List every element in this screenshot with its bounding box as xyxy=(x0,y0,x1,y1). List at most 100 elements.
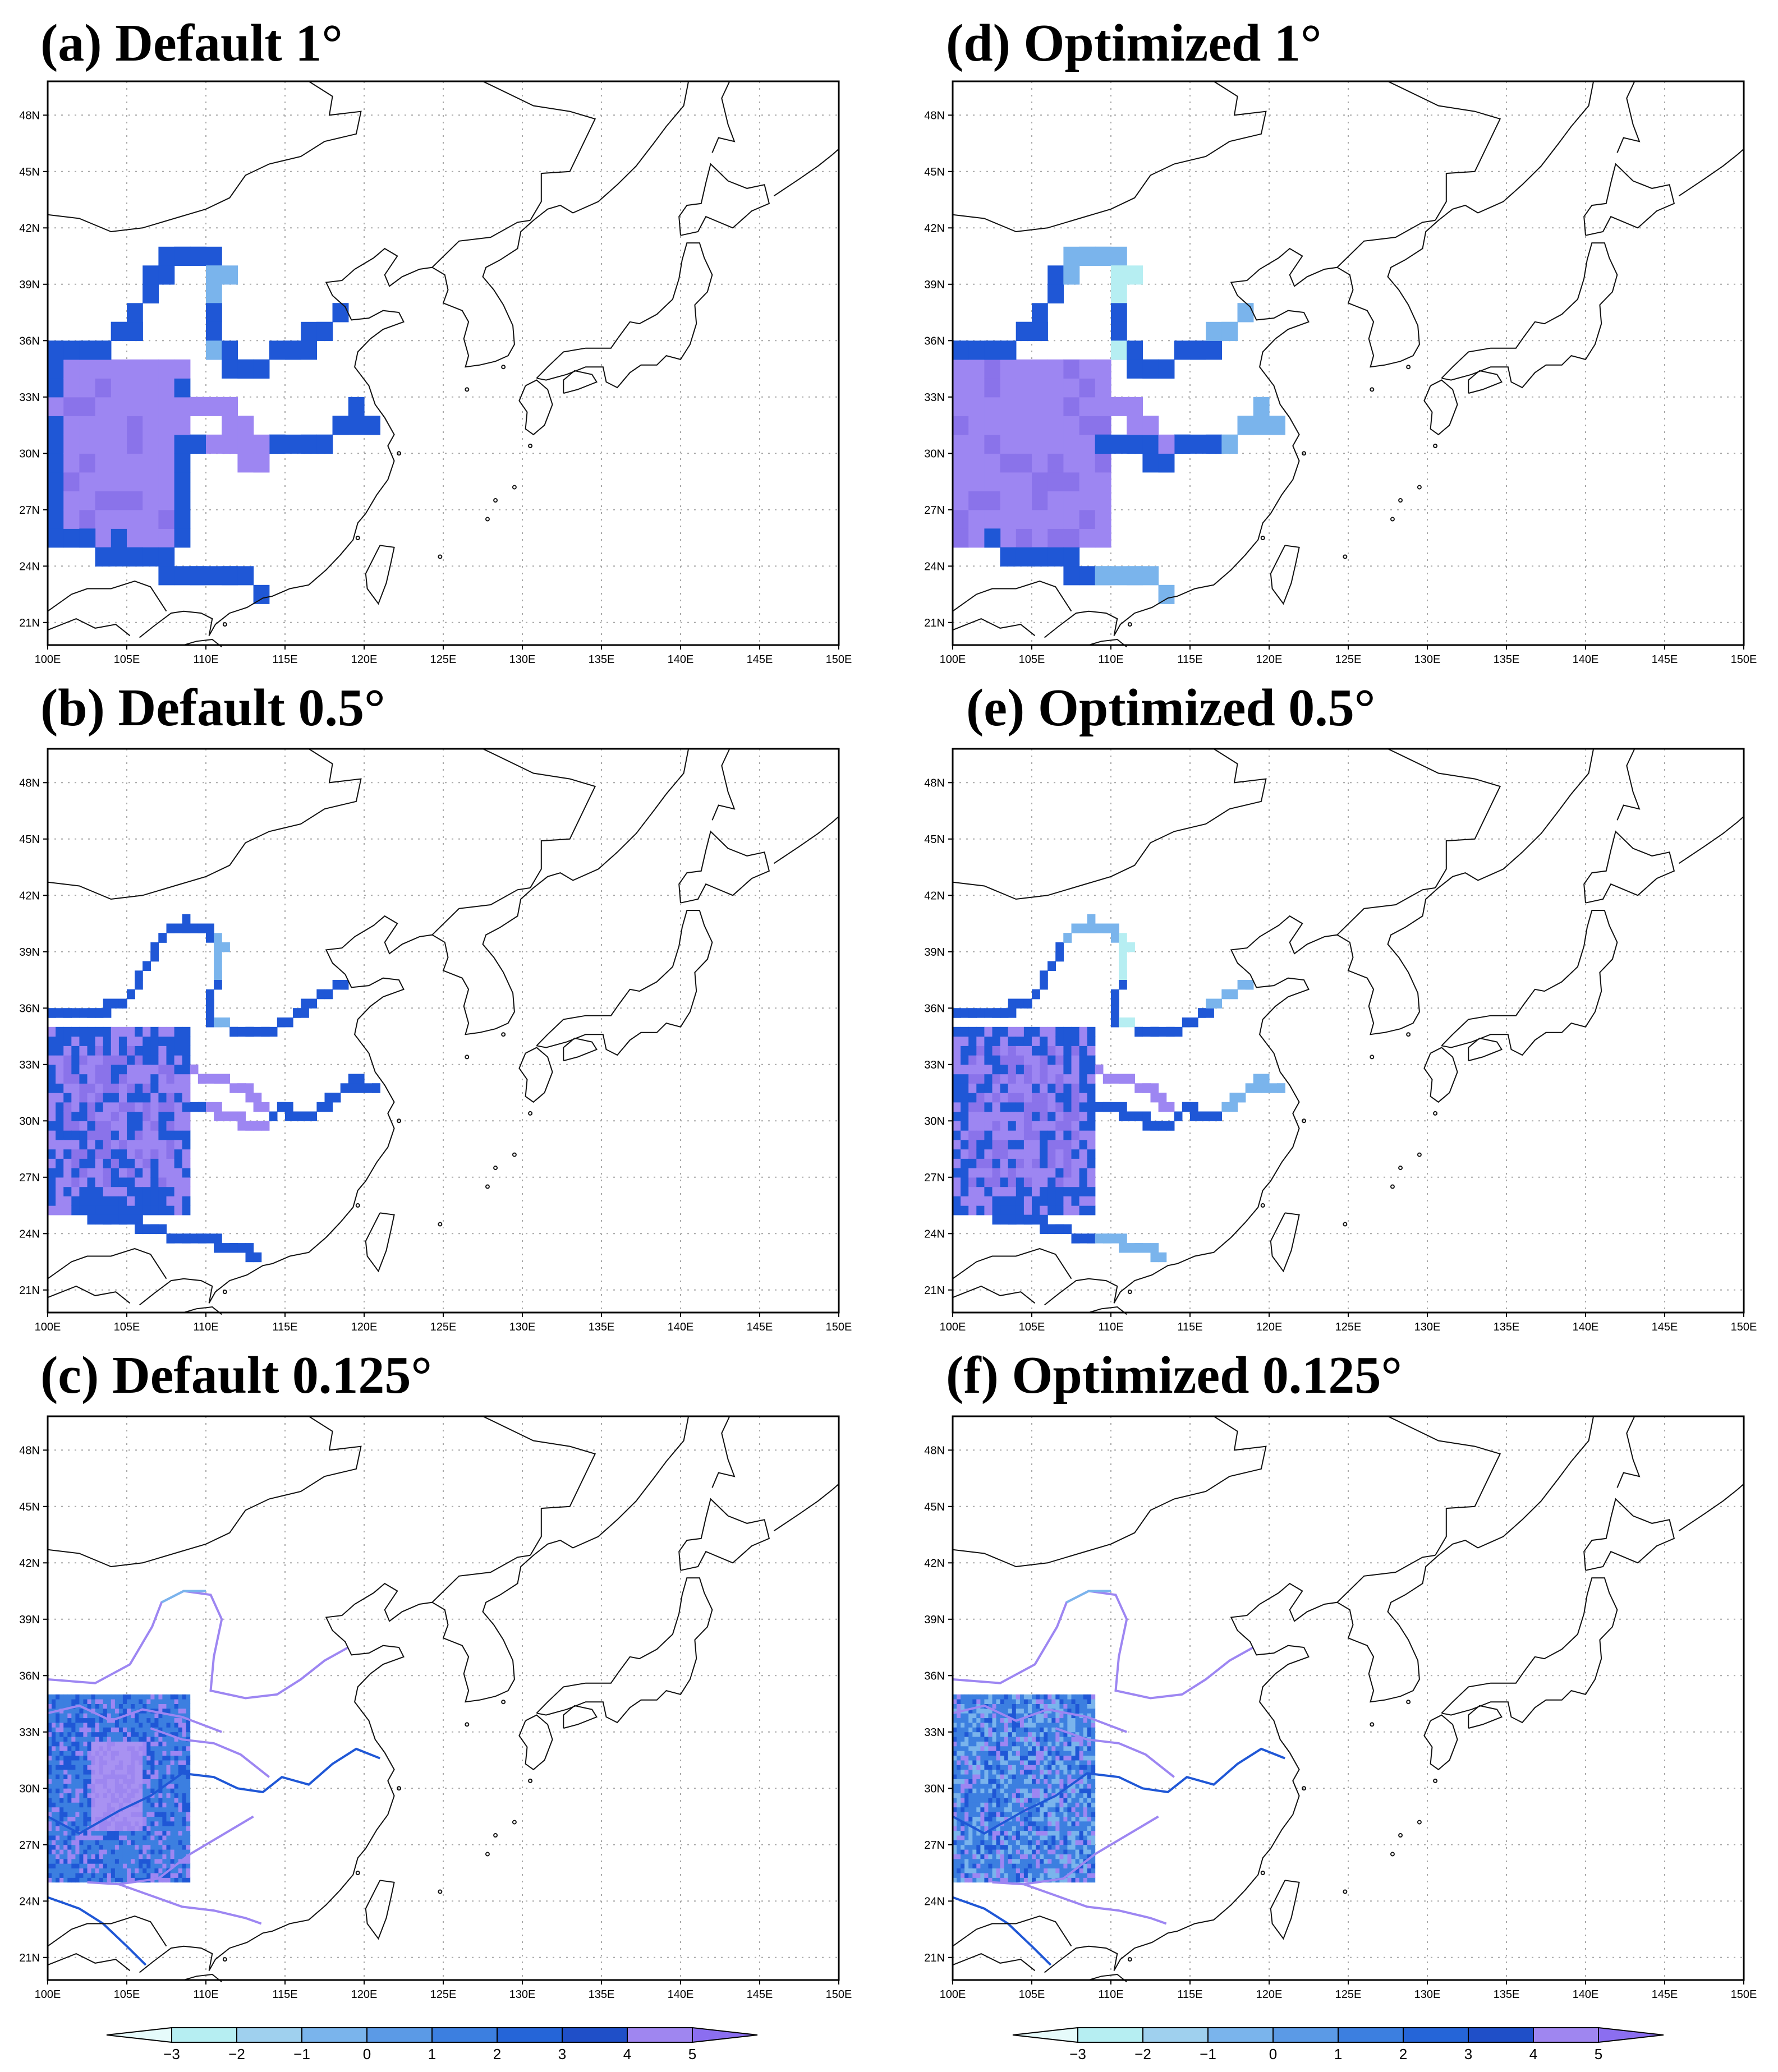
coastlines xyxy=(952,748,1744,1315)
lon-tick-label: 105E xyxy=(1019,653,1045,666)
lon-tick-label: 120E xyxy=(1256,1988,1283,2001)
lon-tick-label: 150E xyxy=(826,1988,852,2001)
colorbar-label: 5 xyxy=(688,2046,696,2062)
colorbar-swatch xyxy=(366,2027,433,2043)
coastlines xyxy=(47,748,839,1315)
lat-tick-label: 33N xyxy=(924,1726,945,1739)
lon-tick-label: 150E xyxy=(826,1321,852,1333)
lat-tick-label: 45N xyxy=(924,166,945,178)
colorbar-swatch xyxy=(1272,2027,1339,2043)
lat-tick-label: 21N xyxy=(924,617,945,629)
shading-cells xyxy=(953,246,1285,604)
lon-tick-label: 115E xyxy=(1177,653,1202,666)
lon-tick-label: 120E xyxy=(1256,653,1283,666)
lat-tick-label: 30N xyxy=(19,1115,40,1127)
lat-tick-label: 27N xyxy=(19,504,40,517)
lon-tick-label: 145E xyxy=(1652,1321,1678,1333)
panel-title-d: (d) Optimized 1° xyxy=(946,14,1322,72)
colorbar-label: −1 xyxy=(293,2046,310,2062)
lat-tick-label: 27N xyxy=(924,504,945,517)
lat-tick-label: 30N xyxy=(19,448,40,460)
lat-tick-label: 30N xyxy=(924,1115,945,1127)
lat-tick-label: 33N xyxy=(19,392,40,404)
lat-tick-label: 33N xyxy=(19,1059,40,1071)
lat-tick-label: 33N xyxy=(924,392,945,404)
lat-tick-label: 36N xyxy=(924,1670,945,1682)
lon-tick-label: 115E xyxy=(1177,1321,1202,1333)
map-panel-b: 21N 24N 27N 30N 33N 36N 39N 42N 45N 48N 100E 105E 11… xyxy=(19,748,852,1333)
lat-tick-label: 42N xyxy=(924,222,945,234)
lon-tick-label: 100E xyxy=(940,1988,966,2001)
lat-tick-label: 24N xyxy=(19,1895,40,1908)
axis-labels: 21N 24N 27N 30N 33N 36N 39N 42N 45N 48N 100E 105E 11… xyxy=(924,109,1757,666)
lat-tick-label: 48N xyxy=(924,109,945,122)
colorbar-label: 4 xyxy=(623,2046,631,2062)
axis-labels: 21N 24N 27N 30N 33N 36N 39N 42N 45N 48N 100E 105E 11… xyxy=(19,777,852,1333)
panel-title-f: (f) Optimized 0.125° xyxy=(946,1346,1402,1405)
lon-tick-label: 135E xyxy=(589,1988,615,2001)
panel-title-e: (e) Optimized 0.5° xyxy=(966,679,1376,737)
lat-tick-label: 39N xyxy=(19,946,40,959)
lat-tick-label: 48N xyxy=(19,109,40,122)
lat-tick-label: 45N xyxy=(19,834,40,846)
lon-tick-label: 135E xyxy=(589,653,615,666)
colorbar-swatch xyxy=(1533,2027,1599,2043)
colorbar-swatch xyxy=(627,2027,693,2043)
lon-tick-label: 130E xyxy=(1414,1321,1441,1333)
shading-cells xyxy=(952,1590,1285,1966)
lon-tick-label: 145E xyxy=(1652,1988,1678,2001)
map-panel-f: 21N 24N 27N 30N 33N 36N 39N 42N 45N 48N 100E 105E 11… xyxy=(924,1415,1757,2001)
lon-tick-label: 135E xyxy=(1494,1988,1520,2001)
lon-tick-label: 135E xyxy=(1494,653,1520,666)
colorbar-right: −3 −2 −1 0 1 2 3 4 5 xyxy=(1007,2022,1680,2070)
lat-tick-label: 30N xyxy=(19,1783,40,1795)
colorbar-label: 1 xyxy=(428,2046,436,2062)
colorbar-label: −3 xyxy=(1069,2046,1086,2062)
coastlines xyxy=(47,1416,839,1983)
lon-tick-label: 100E xyxy=(940,653,966,666)
lon-tick-label: 135E xyxy=(589,1321,615,1333)
lat-tick-label: 21N xyxy=(19,1952,40,1964)
colorbar-swatch xyxy=(1598,2027,1664,2043)
lon-tick-label: 130E xyxy=(509,653,536,666)
panel-title-a: (a) Default 1° xyxy=(40,14,343,72)
lon-tick-label: 125E xyxy=(430,653,457,666)
lat-tick-label: 24N xyxy=(924,1228,945,1240)
lon-tick-label: 130E xyxy=(1414,1988,1441,2001)
lat-tick-label: 27N xyxy=(19,1172,40,1184)
lon-tick-label: 100E xyxy=(940,1321,966,1333)
colorbar-swatch xyxy=(1142,2027,1209,2043)
lon-tick-label: 140E xyxy=(668,653,694,666)
lat-tick-label: 42N xyxy=(924,890,945,902)
panel-title-b: (b) Default 0.5° xyxy=(40,679,385,737)
shading-cells xyxy=(47,1590,380,1966)
lat-tick-label: 27N xyxy=(924,1839,945,1852)
lon-tick-label: 105E xyxy=(114,1988,140,2001)
colorbar-swatch xyxy=(236,2027,302,2043)
lon-tick-label: 140E xyxy=(1573,1988,1599,2001)
axis-labels: 21N 24N 27N 30N 33N 36N 39N 42N 45N 48N 100E 105E 11… xyxy=(19,109,852,666)
colorbar-label: 2 xyxy=(1399,2046,1407,2062)
lon-tick-label: 145E xyxy=(747,1988,773,2001)
colorbar-left: −3 −2 −1 0 1 2 3 4 5 xyxy=(101,2022,774,2070)
colorbar-label: 3 xyxy=(558,2046,566,2062)
colorbar-label: 5 xyxy=(1595,2046,1602,2062)
lon-tick-label: 110E xyxy=(193,653,218,666)
lat-tick-label: 39N xyxy=(19,279,40,291)
lon-tick-label: 115E xyxy=(272,1321,297,1333)
lon-tick-label: 120E xyxy=(1256,1321,1283,1333)
lon-tick-label: 105E xyxy=(1019,1321,1045,1333)
lon-tick-label: 115E xyxy=(272,653,297,666)
colorbar-label: 1 xyxy=(1334,2046,1342,2062)
lon-tick-label: 120E xyxy=(351,1988,378,2001)
colorbar-swatch xyxy=(431,2027,498,2043)
lat-tick-label: 42N xyxy=(19,890,40,902)
lon-tick-label: 145E xyxy=(1652,653,1678,666)
colorbar-swatch xyxy=(692,2027,758,2043)
lon-tick-label: 150E xyxy=(1731,1988,1757,2001)
lon-tick-label: 110E xyxy=(1098,1321,1123,1333)
lon-tick-label: 110E xyxy=(1098,1988,1123,2001)
lon-tick-label: 100E xyxy=(35,1988,61,2001)
lat-tick-label: 24N xyxy=(924,560,945,573)
colorbar-label: 4 xyxy=(1529,2046,1537,2062)
